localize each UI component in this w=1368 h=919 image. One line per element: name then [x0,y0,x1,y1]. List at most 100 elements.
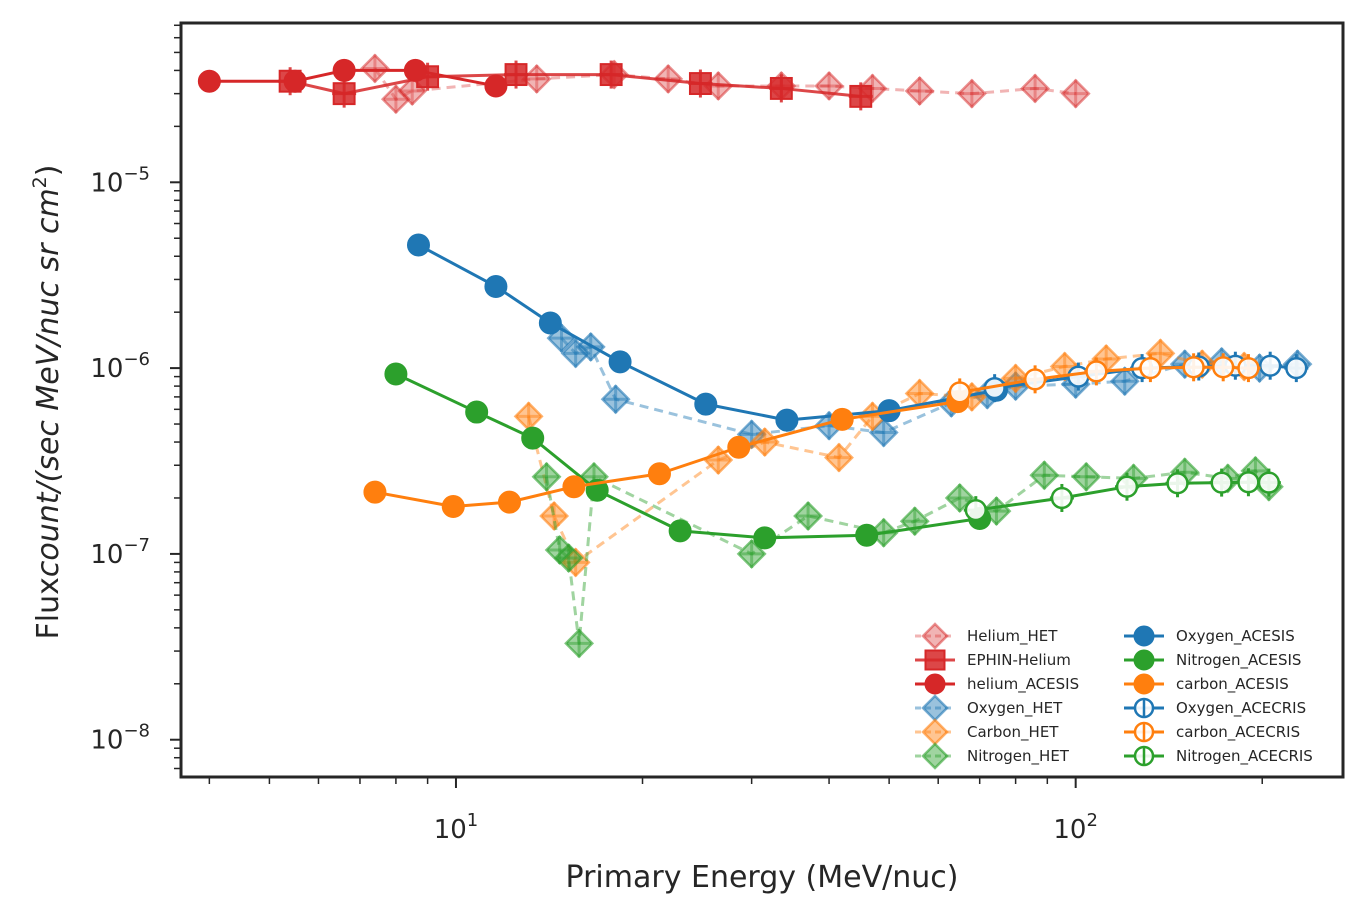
legend-label: Carbon_HET [967,723,1059,742]
data-point [753,526,777,550]
legend-label: Nitrogen_ACESIS [1176,651,1301,670]
data-point [332,82,356,106]
data-point [197,69,221,93]
data-point [964,498,987,522]
data-point [1050,486,1074,510]
legend-item: carbon_ACECRIS [1124,721,1300,743]
x-tick-labels: 101 102 [434,810,1098,845]
data-point [1257,471,1281,494]
data-point [441,494,465,518]
y-tick-label: 10−5 [90,163,150,198]
series-line [289,73,861,98]
y-tick-exponent: −6 [123,349,150,370]
data-point [956,78,987,109]
data-point [849,84,873,108]
data-point [1060,78,1091,109]
data-point [1182,356,1205,379]
data-point [727,435,751,459]
data-point [406,233,430,257]
data-point [1020,73,1051,104]
series-helium_ACESIS [197,58,508,98]
data-point [283,69,307,93]
legend-item: Nitrogen_ACECRIS [1124,745,1313,767]
data-point [688,72,712,95]
legend-label: Oxygen_ACESIS [1176,627,1295,646]
legend-item: helium_ACESIS [915,673,1079,695]
legend-label: Oxygen_HET [967,699,1063,718]
legend-item: Helium_HET [915,622,1058,650]
y-tick-base: 10 [90,168,123,198]
series-Nitrogen_ACECRIS [963,468,1281,525]
data-point [539,501,570,531]
data-point [359,53,390,84]
legend-label: Nitrogen_HET [967,747,1070,766]
y-tick-exponent: −8 [123,721,150,742]
data-point [793,501,824,531]
data-point [948,381,971,404]
data-point [521,426,545,450]
x-tick-exponent: 1 [467,810,478,831]
x-tick-exponent: 2 [1086,810,1097,831]
y-tick-exponent: −5 [123,163,150,184]
legend-label: Helium_HET [967,627,1058,646]
data-point [1023,368,1047,391]
legend-item: Nitrogen_HET [915,742,1070,770]
legend-label: carbon_ACESIS [1176,675,1289,694]
y-tick-base: 10 [90,726,123,756]
data-point [560,547,591,578]
y-axis-label-prefix: Flux [31,577,66,639]
data-point [1237,356,1260,380]
legend-item: EPHIN-Helium [915,649,1071,671]
data-point [769,76,793,100]
legend: Helium_HET EPHIN-Helium helium_ACESIS Oxyge… [915,622,1313,770]
data-point [830,407,854,431]
data-point [564,628,595,659]
data-point [855,523,879,547]
data-point [504,63,528,87]
series-layer [197,53,1313,659]
legend-item: Oxygen_HET [915,694,1063,722]
x-tick-base: 10 [1053,815,1086,845]
data-point [600,384,631,415]
y-tick-label: 10−8 [90,721,150,756]
data-point [1029,460,1060,491]
data-point [363,480,387,504]
data-point [694,392,718,416]
series-line [545,469,1271,645]
series-line [560,337,1298,436]
y-axis-label-unit: count/(sec MeV/nuc sr cm [31,188,66,577]
legend-item: Oxygen_ACESIS [1124,625,1295,647]
x-tick-label: 101 [434,810,479,845]
data-point [465,400,489,424]
series-line [527,351,1245,564]
legend-marker [1133,649,1155,671]
data-point [1071,461,1102,492]
data-point [1085,360,1108,383]
data-point [904,76,935,106]
y-tick-base: 10 [90,540,123,570]
y-tick-label: 10−7 [90,535,150,570]
data-point [531,461,562,492]
data-point [775,408,799,432]
x-tick-label: 102 [1053,810,1098,845]
data-point [1210,471,1233,494]
legend-marker [924,673,946,695]
data-point [484,274,508,298]
y-tick-label: 10−6 [90,349,150,384]
data-point [647,462,671,486]
series-carbon_ACECRIS [947,353,1261,407]
data-point [384,362,408,386]
data-point [1285,356,1308,380]
data-point [484,74,508,98]
legend-label: helium_ACESIS [967,675,1079,694]
x-axis-label: Primary Energy (MeV/nuc) [566,860,959,895]
data-point [1166,472,1189,495]
data-point [560,338,591,369]
y-tick-base: 10 [90,354,123,384]
data-point [332,58,356,82]
y-axis-label: Fluxcount/(sec MeV/nuc sr cm2) [29,165,66,640]
series-EPHIN-Helium [278,60,873,111]
data-point [608,350,632,374]
legend-label: Oxygen_ACECRIS [1176,699,1306,718]
